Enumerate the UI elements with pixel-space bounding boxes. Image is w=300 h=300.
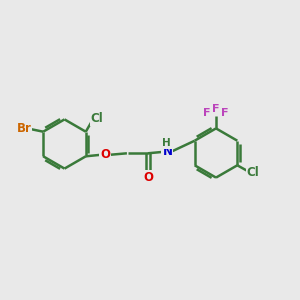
Text: Cl: Cl	[91, 112, 103, 125]
Text: Br: Br	[16, 122, 32, 135]
Text: H: H	[162, 138, 171, 148]
Text: F: F	[212, 103, 220, 114]
Text: F: F	[203, 108, 211, 118]
Text: O: O	[100, 148, 110, 161]
Text: F: F	[221, 108, 229, 118]
Text: N: N	[162, 145, 172, 158]
Text: Cl: Cl	[247, 167, 260, 179]
Text: O: O	[143, 171, 153, 184]
